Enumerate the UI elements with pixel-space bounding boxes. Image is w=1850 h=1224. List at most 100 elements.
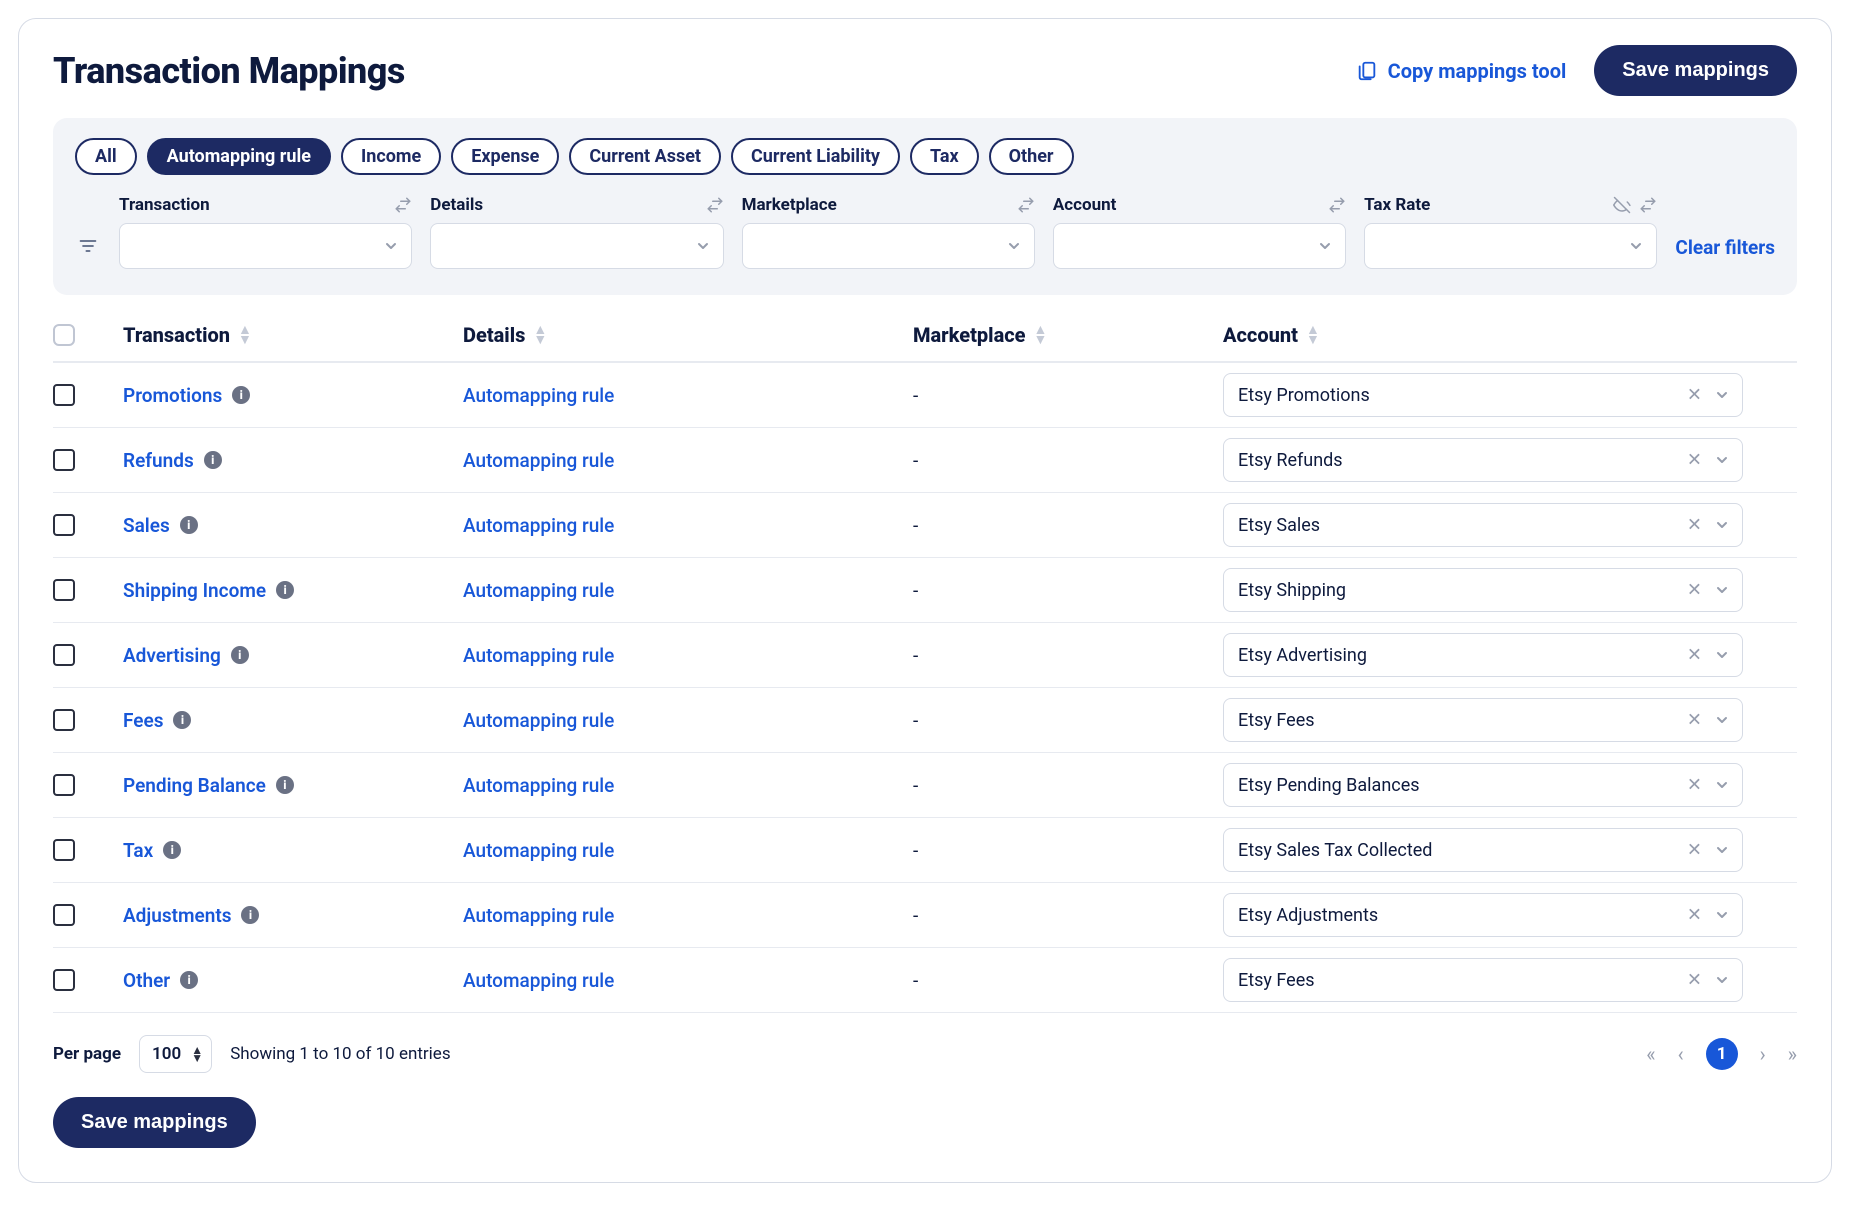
details-link[interactable]: Automapping rule [463,904,614,927]
copy-mappings-link[interactable]: Copy mappings tool [1356,59,1567,83]
th-marketplace[interactable]: Marketplace ▲▼ [913,323,1223,347]
clear-icon[interactable]: ✕ [1687,385,1702,406]
th-transaction[interactable]: Transaction ▲▼ [123,323,463,347]
account-select[interactable]: Etsy Sales Tax Collected ✕ [1223,828,1743,872]
page-first[interactable]: « [1646,1042,1655,1066]
page-next[interactable]: › [1760,1042,1766,1066]
clear-icon[interactable]: ✕ [1687,645,1702,666]
transaction-link[interactable]: Otheri [123,969,198,992]
filter-chip[interactable]: Current Liability [731,138,900,175]
row-checkbox[interactable] [53,644,75,666]
account-select[interactable]: Etsy Shipping✕ [1223,568,1743,612]
filter-chip[interactable]: All [75,138,137,175]
select-all-checkbox[interactable] [53,324,75,346]
info-icon[interactable]: i [180,971,198,989]
details-link[interactable]: Automapping rule [463,969,614,992]
th-details[interactable]: Details ▲▼ [463,323,913,347]
clear-icon[interactable]: ✕ [1687,710,1702,731]
account-select[interactable]: Etsy Adjustments✕ [1223,893,1743,937]
per-page-select[interactable]: 100 ▲▼ [139,1035,212,1073]
row-checkbox[interactable] [53,969,75,991]
row-checkbox[interactable] [53,839,75,861]
details-link[interactable]: Automapping rule [463,709,614,732]
filter-select[interactable] [742,223,1035,269]
info-icon[interactable]: i [163,841,181,859]
filter-select[interactable] [1364,223,1657,269]
filter-chip[interactable]: Tax [910,138,979,175]
transaction-link[interactable]: Shipping Incomei [123,579,294,602]
row-checkbox[interactable] [53,774,75,796]
info-icon[interactable]: i [231,646,249,664]
transaction-link[interactable]: Adjustmentsi [123,904,259,927]
details-link[interactable]: Automapping rule [463,839,614,862]
swap-icon[interactable] [1017,196,1035,214]
filter-select[interactable] [1053,223,1346,269]
filter-chip[interactable]: Expense [451,138,559,175]
clear-icon[interactable]: ✕ [1687,450,1702,471]
clear-icon[interactable]: ✕ [1687,905,1702,926]
info-icon[interactable]: i [232,386,250,404]
account-value: Etsy Sales Tax Collected [1238,840,1432,861]
details-link[interactable]: Automapping rule [463,449,614,472]
filter-chip[interactable]: Income [341,138,441,175]
account-select[interactable]: Etsy Advertising✕ [1223,633,1743,677]
info-icon[interactable]: i [173,711,191,729]
info-icon[interactable]: i [180,516,198,534]
filter-chip[interactable]: Current Asset [569,138,721,175]
row-checkbox[interactable] [53,449,75,471]
clear-filters-link[interactable]: Clear filters [1675,236,1775,269]
clear-icon[interactable]: ✕ [1687,775,1702,796]
row-checkbox[interactable] [53,514,75,536]
transaction-link[interactable]: Promotionsi [123,384,250,407]
transaction-link[interactable]: Feesi [123,709,191,732]
details-link[interactable]: Automapping rule [463,384,614,407]
account-select[interactable]: Etsy Promotions ✕ [1223,373,1743,417]
clear-icon[interactable]: ✕ [1687,840,1702,861]
page-last[interactable]: » [1788,1042,1797,1066]
account-select[interactable]: Etsy Sales✕ [1223,503,1743,547]
details-link[interactable]: Automapping rule [463,579,614,602]
account-select[interactable]: Etsy Pending Balances✕ [1223,763,1743,807]
swap-icon[interactable] [1328,196,1346,214]
swap-icon[interactable] [394,196,412,214]
eye-off-icon[interactable] [1613,196,1631,214]
save-mappings-button-bottom[interactable]: Save mappings [53,1097,256,1148]
details-link[interactable]: Automapping rule [463,514,614,537]
swap-icon[interactable] [706,196,724,214]
th-account[interactable]: Account ▲▼ [1223,323,1797,347]
filter-column: Transaction [119,195,412,269]
clear-icon[interactable]: ✕ [1687,970,1702,991]
info-icon[interactable]: i [204,451,222,469]
row-checkbox[interactable] [53,904,75,926]
save-mappings-button-top[interactable]: Save mappings [1594,45,1797,96]
row-checkbox[interactable] [53,384,75,406]
pager: « ‹ 1 › » [1646,1038,1797,1070]
filter-select[interactable] [119,223,412,269]
transaction-link[interactable]: Pending Balancei [123,774,294,797]
filter-chip[interactable]: Automapping rule [147,138,331,175]
transaction-link[interactable]: Refundsi [123,449,222,472]
page-prev[interactable]: ‹ [1678,1042,1684,1066]
row-checkbox[interactable] [53,709,75,731]
transaction-link[interactable]: Taxi [123,839,181,862]
account-select[interactable]: Etsy Fees✕ [1223,698,1743,742]
filter-chip[interactable]: Other [989,138,1074,175]
info-icon[interactable]: i [276,581,294,599]
transaction-link[interactable]: Salesi [123,514,198,537]
details-link[interactable]: Automapping rule [463,774,614,797]
account-select[interactable]: Etsy Fees✕ [1223,958,1743,1002]
page-current[interactable]: 1 [1706,1038,1738,1070]
swap-icon[interactable] [1639,196,1657,214]
info-icon[interactable]: i [276,776,294,794]
clear-icon[interactable]: ✕ [1687,515,1702,536]
account-value: Etsy Promotions [1238,385,1370,406]
row-checkbox[interactable] [53,579,75,601]
account-select[interactable]: Etsy Refunds✕ [1223,438,1743,482]
filter-select[interactable] [430,223,723,269]
clear-icon[interactable]: ✕ [1687,580,1702,601]
info-icon[interactable]: i [241,906,259,924]
details-link[interactable]: Automapping rule [463,644,614,667]
transaction-link[interactable]: Advertisingi [123,644,249,667]
filter-icon[interactable] [75,223,101,269]
header-actions: Copy mappings tool Save mappings [1356,45,1797,96]
